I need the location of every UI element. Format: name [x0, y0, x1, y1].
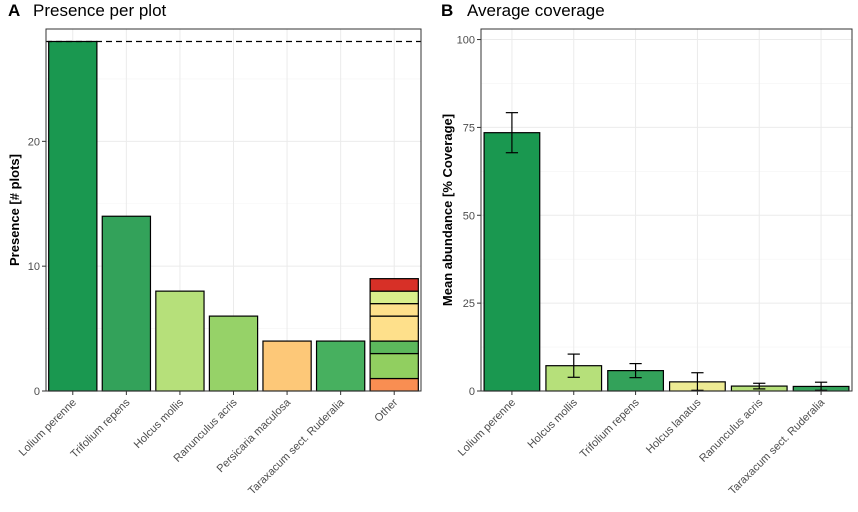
bar-lolium-perenne	[48, 40, 98, 392]
bar-other-segment-3	[369, 340, 419, 355]
bar-trifolium-repens	[101, 215, 152, 392]
y-tick-label: 75	[463, 122, 475, 134]
bar-persicaria-maculosa	[262, 340, 312, 392]
panel-a-y-axis-title: Presence [# plots]	[7, 154, 22, 266]
panel-a-letter: A	[8, 1, 20, 20]
panel-a-bars	[46, 40, 421, 392]
x-tick-label-lolium-perenne: Lolium perenne	[456, 397, 518, 459]
bar-other-segment-4	[369, 315, 419, 342]
y-tick-label: 0	[34, 386, 40, 398]
x-tick-label-taraxacum-sect-ruderalia: Taraxacum sect. Ruderalia	[246, 396, 347, 497]
x-tick-label-trifolium-repens: Trifolium repens	[578, 396, 642, 460]
panel-a: A Presence per plot 0 10 20 Lolium perenne…	[7, 1, 422, 497]
x-tick-label-other: Other	[372, 396, 400, 424]
y-tick-label: 25	[463, 298, 475, 310]
bar-other-segment-7	[369, 278, 419, 292]
y-tick-label: 20	[28, 136, 40, 148]
y-tick-label: 100	[457, 35, 475, 47]
panel-a-y-ticks: 0 10 20	[28, 136, 46, 398]
bar-other-segment-6	[369, 290, 419, 305]
bar-ranunculus-acris	[208, 315, 259, 392]
x-tick-label-holcus-mollis: Holcus mollis	[526, 396, 581, 451]
x-tick-label-holcus-lanatus: Holcus lanatus	[644, 396, 704, 456]
y-tick-label: 10	[28, 261, 40, 273]
panel-b-grid	[481, 29, 852, 392]
bar-taraxacum-sect-ruderalia	[315, 340, 366, 392]
x-tick-label-lolium-perenne: Lolium perenne	[17, 397, 79, 459]
bar-other-segment-5	[369, 303, 419, 317]
bar-other-segment-1	[369, 377, 419, 392]
panel-b-y-axis-title: Mean abundance [% Coverage]	[440, 114, 455, 306]
bar-other-segment-2	[369, 352, 419, 380]
x-tick-label-trifolium-repens: Trifolium repens	[69, 396, 133, 460]
x-tick-label-holcus-mollis: Holcus mollis	[132, 396, 187, 451]
y-tick-label: 50	[463, 210, 475, 222]
panel-b-border	[480, 28, 853, 392]
panel-background	[481, 29, 852, 391]
panel-b: B Average coverage 0 25 50 75 100 Lolium per…	[440, 1, 853, 497]
y-tick-label: 0	[469, 386, 475, 398]
panel-b-title: Average coverage	[467, 1, 605, 20]
panel-b-letter: B	[441, 1, 453, 20]
bar-lolium-perenne	[483, 132, 541, 392]
x-tick-label-ranunculus-acris: Ranunculus acris	[697, 396, 766, 465]
panel-b-y-ticks: 0 25 50 75 100	[457, 35, 481, 398]
bar-holcus-mollis	[155, 290, 205, 392]
panel-a-title: Presence per plot	[33, 1, 167, 20]
